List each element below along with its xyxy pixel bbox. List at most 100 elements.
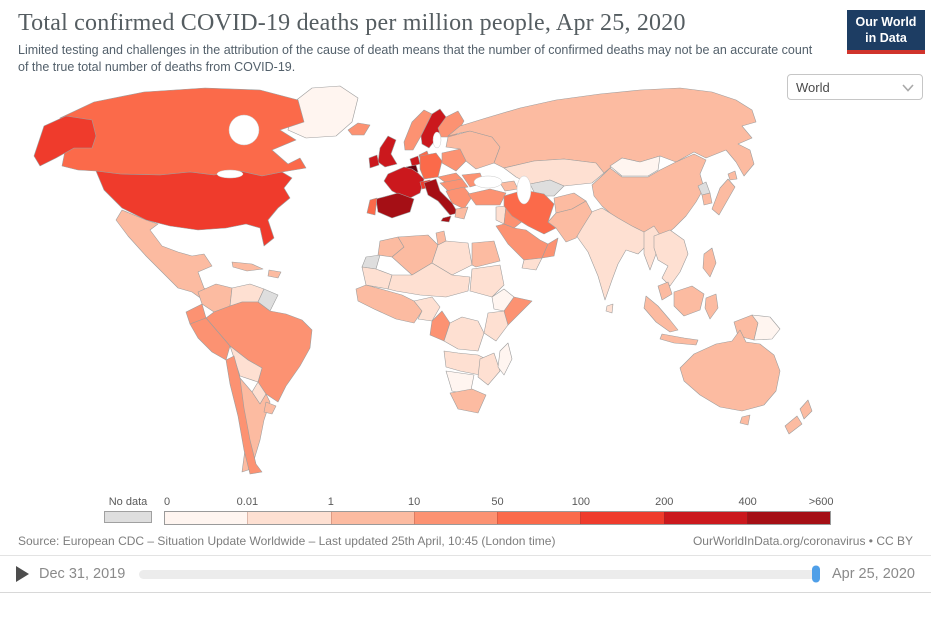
country-netherlands[interactable] [409, 155, 421, 167]
owid-logo[interactable]: Our World in Data [847, 10, 925, 55]
timeline-end-label: Apr 25, 2020 [831, 566, 915, 582]
timeline-track[interactable] [139, 565, 820, 583]
country-portugal[interactable] [366, 197, 378, 216]
country-japan[interactable] [711, 178, 736, 216]
timeline-bar: Dec 31, 2019 Apr 25, 2020 [0, 555, 931, 593]
legend-color-bar [164, 511, 831, 525]
owid-logo-line2: in Data [865, 30, 907, 45]
country-saudi-arabia[interactable] [495, 223, 549, 261]
legend-no-data: No data [104, 496, 152, 523]
country-oman[interactable] [541, 237, 559, 259]
country-turkey[interactable] [467, 188, 507, 206]
source-row: Source: European CDC – Situation Update … [0, 525, 931, 555]
world-choropleth-map [0, 78, 931, 496]
country-kenya-tanzania[interactable] [483, 310, 509, 342]
country-papua-new-guinea[interactable] [751, 314, 781, 341]
country-greenland[interactable] [287, 85, 359, 139]
country-indonesia-java[interactable] [659, 333, 699, 346]
country-zimbabwe-mozambique[interactable] [477, 352, 501, 386]
country-sri-lanka[interactable] [605, 303, 614, 314]
country-yemen[interactable] [521, 257, 543, 271]
country-drc[interactable] [443, 316, 485, 352]
country-egypt[interactable] [471, 240, 501, 268]
country-greece[interactable] [454, 206, 469, 220]
country-cuba[interactable] [231, 261, 264, 272]
region-selector-dropdown[interactable]: World [787, 74, 923, 100]
country-peru[interactable] [189, 317, 231, 361]
owid-logo-line1: Our World [855, 15, 917, 29]
country-sahel[interactable] [387, 262, 471, 298]
legend-tick-50: 50 [491, 496, 504, 508]
legend-tick-0.01: 0.01 [236, 496, 259, 508]
country-australia[interactable] [679, 329, 781, 412]
country-ireland[interactable] [368, 154, 380, 169]
country-south-korea[interactable] [701, 192, 713, 206]
baltic-sea [432, 131, 442, 149]
country-india[interactable] [571, 207, 649, 301]
country-indonesia-sumatra[interactable] [643, 295, 679, 333]
country-philippines[interactable] [702, 247, 717, 278]
chart-header: Total confirmed COVID-19 deaths per mill… [0, 0, 931, 100]
great-lakes [216, 169, 244, 179]
country-usa[interactable] [95, 170, 293, 247]
country-indonesia-borneo[interactable] [673, 285, 705, 317]
country-new-zealand-south[interactable] [784, 415, 803, 435]
country-western-sahara[interactable] [361, 254, 381, 270]
country-japan-hokkaido[interactable] [727, 170, 738, 181]
chevron-down-icon [902, 80, 914, 95]
country-indonesia-sulawesi[interactable] [704, 293, 719, 320]
legend-tick-400: 400 [738, 496, 757, 508]
legend-tick-10: 10 [408, 496, 421, 508]
country-madagascar[interactable] [497, 342, 513, 376]
legend-tick-100: 100 [571, 496, 591, 508]
country-uruguay[interactable] [263, 401, 277, 415]
caspian-sea [516, 175, 532, 205]
country-balkans[interactable] [445, 186, 473, 210]
country-south-africa[interactable] [449, 388, 487, 414]
black-sea [473, 175, 503, 189]
country-canada[interactable] [59, 87, 307, 177]
country-indochina[interactable] [653, 229, 689, 287]
legend-tick-200: 200 [655, 496, 674, 508]
country-spain[interactable] [375, 192, 415, 219]
legend-no-data-label: No data [108, 496, 148, 508]
legend-bin-1 [247, 512, 331, 524]
region-selector-value: World [796, 79, 830, 95]
country-russia[interactable] [447, 87, 757, 177]
legend-tick-0: 0 [164, 496, 171, 508]
legend-bin-2 [330, 512, 414, 524]
country-sudan[interactable] [469, 264, 505, 298]
attribution-link[interactable]: OurWorldInData.org/coronavirus • CC BY [692, 534, 913, 548]
timeline-start-label: Dec 31, 2019 [39, 566, 126, 582]
country-pakistan[interactable] [547, 200, 593, 243]
hudson-bay [228, 114, 260, 146]
legend-tick->600: >600 [808, 496, 834, 508]
country-australia-tasmania[interactable] [739, 414, 751, 426]
legend-bin-4 [497, 512, 581, 524]
legend-bin-7 [746, 512, 830, 524]
legend-bin-0 [165, 512, 248, 524]
country-germany[interactable] [419, 152, 443, 180]
country-alaska[interactable] [33, 115, 97, 167]
play-button[interactable] [16, 566, 29, 582]
chart-subtitle: Limited testing and challenges in the at… [18, 43, 813, 74]
legend-tick-1: 1 [327, 496, 334, 508]
timeline-handle[interactable] [811, 565, 820, 583]
source-text[interactable]: Source: European CDC – Situation Update … [18, 534, 556, 548]
legend-color-scale[interactable]: 0 0.01 1 10 50 100 200 400 >600 [164, 496, 834, 525]
country-chile[interactable] [225, 355, 263, 475]
world-map-svg [33, 85, 813, 475]
country-mexico[interactable] [115, 209, 217, 303]
page-title: Total confirmed COVID-19 deaths per mill… [18, 10, 686, 36]
country-new-zealand-north[interactable] [799, 399, 813, 420]
country-italy-sicily[interactable] [440, 215, 452, 223]
legend-bin-3 [413, 512, 497, 524]
country-caucasus[interactable] [499, 180, 519, 192]
legend-bin-5 [580, 512, 664, 524]
legend-bin-6 [663, 512, 747, 524]
country-mongolia[interactable] [609, 155, 661, 177]
country-uk[interactable] [377, 135, 398, 168]
country-iceland[interactable] [347, 122, 371, 136]
country-hispaniola[interactable] [267, 269, 282, 279]
country-malaysia[interactable] [657, 281, 673, 301]
